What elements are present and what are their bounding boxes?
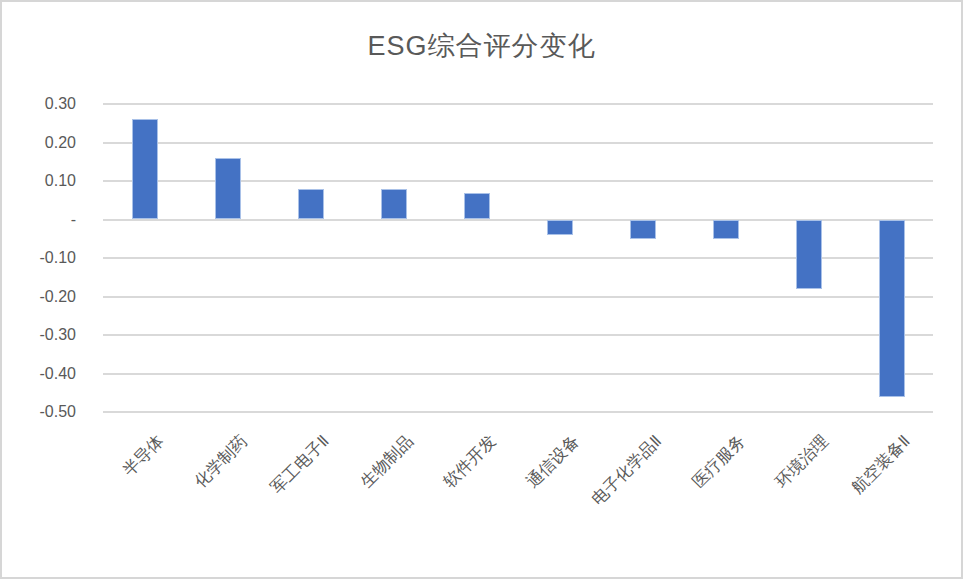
gridline bbox=[103, 142, 933, 144]
y-tick-label: -0.40 bbox=[2, 364, 76, 384]
x-category-label: 生物制品 bbox=[357, 432, 415, 490]
gridline bbox=[103, 296, 933, 298]
y-tick-label: 0.20 bbox=[2, 133, 76, 153]
bar-电子化学品Ⅱ[interactable] bbox=[630, 220, 656, 239]
gridline bbox=[103, 334, 933, 336]
bar-生物制品[interactable] bbox=[381, 189, 407, 220]
bar-半导体[interactable] bbox=[132, 119, 158, 219]
y-tick-label: -0.20 bbox=[2, 287, 76, 307]
gridline bbox=[103, 103, 933, 105]
x-category-label: 软件开发 bbox=[440, 432, 498, 490]
bar-环境治理[interactable] bbox=[796, 220, 822, 289]
y-tick-label: 0.30 bbox=[2, 94, 76, 114]
chart-title: ESG综合评分变化 bbox=[2, 28, 961, 64]
x-category-label: 半导体 bbox=[119, 432, 166, 479]
y-tick-label: -0.30 bbox=[2, 325, 76, 345]
y-tick-label: - bbox=[2, 210, 76, 230]
x-category-label: 化学制药 bbox=[191, 432, 249, 490]
chart-container[interactable]: ESG综合评分变化 0.30 0.20 0.10 - -0.10 -0.20 -0.30 -0… bbox=[0, 0, 963, 579]
y-tick-label: 0.10 bbox=[2, 171, 76, 191]
gridline bbox=[103, 373, 933, 375]
bar-医疗服务[interactable] bbox=[713, 220, 739, 239]
x-category-label: 环境治理 bbox=[772, 432, 830, 490]
y-tick-label: -0.50 bbox=[2, 402, 76, 422]
x-category-label: 军工电子Ⅱ bbox=[268, 432, 332, 496]
plot-area bbox=[103, 104, 933, 412]
bar-通信设备[interactable] bbox=[547, 220, 573, 235]
x-category-label: 通信设备 bbox=[523, 432, 581, 490]
y-axis: 0.300.200.10--0.10-0.20-0.30-0.40-0.50 bbox=[2, 104, 76, 412]
bar-软件开发[interactable] bbox=[464, 193, 490, 220]
bar-航空装备Ⅱ[interactable] bbox=[879, 220, 905, 397]
x-category-label: 航空装备Ⅱ bbox=[849, 432, 913, 496]
bar-军工电子Ⅱ[interactable] bbox=[298, 189, 324, 220]
gridline bbox=[103, 411, 933, 413]
bar-化学制药[interactable] bbox=[215, 158, 241, 220]
x-category-label: 医疗服务 bbox=[689, 432, 747, 490]
y-tick-label: -0.10 bbox=[2, 248, 76, 268]
x-category-label: 电子化学品Ⅱ bbox=[588, 432, 664, 508]
